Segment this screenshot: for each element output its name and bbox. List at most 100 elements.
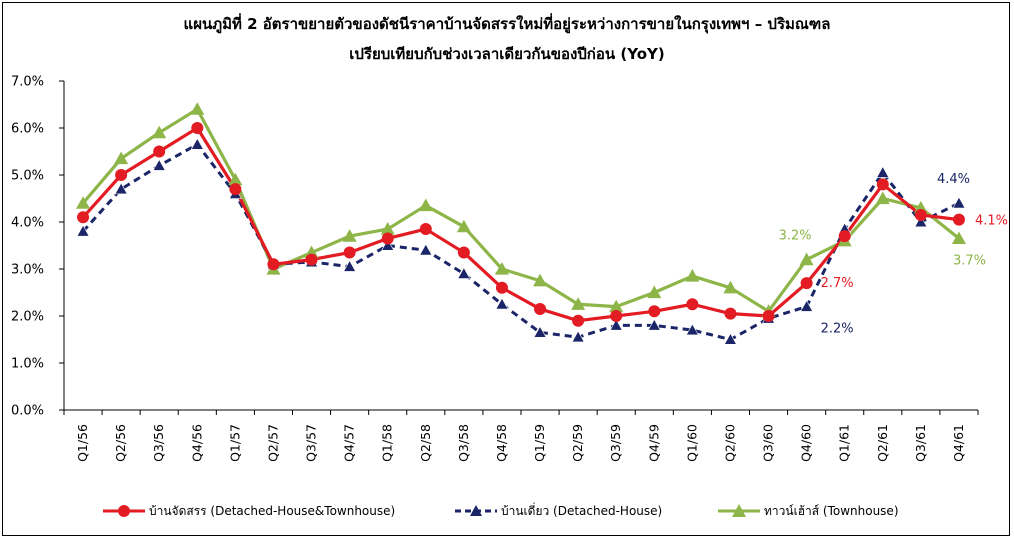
data-point <box>456 219 471 233</box>
chart-labels: 3.2% 2.7% 2.2% 4.4% 4.1% 3.7% <box>779 172 1008 336</box>
data-point <box>419 243 433 256</box>
chart-title: แผนภูมิที่ 2 อัตราขยายตัวของดัชนีราคาบ้า… <box>183 15 831 33</box>
data-point <box>419 223 432 236</box>
legend-label: บ้านจัดสรร (Detached-House&Townhouse) <box>149 503 396 518</box>
data-point <box>76 224 90 237</box>
x-tick-label: Q1/60 <box>684 424 699 462</box>
data-point <box>723 280 738 294</box>
y-tick-label: 2.0% <box>11 310 44 325</box>
data-point <box>648 305 661 318</box>
series-line-0 <box>81 126 960 323</box>
data-point <box>951 231 966 245</box>
x-tick-label: Q3/56 <box>151 424 166 462</box>
data-point <box>914 208 927 221</box>
x-tick-label: Q2/59 <box>570 424 585 462</box>
legend-label: ทาวน์เฮ้าส์ (Townhouse) <box>764 503 899 518</box>
chart-legend: บ้านจัดสรร (Detached-House&Townhouse) บ้… <box>0 501 1014 521</box>
y-tick-label: 0.0% <box>11 404 44 419</box>
legend-swatch-red <box>103 505 145 517</box>
x-tick-label: Q2/61 <box>875 424 890 462</box>
data-point <box>152 125 167 139</box>
data-point <box>267 258 280 271</box>
y-tick-label: 3.0% <box>11 263 44 278</box>
data-point <box>876 178 889 191</box>
data-label: 3.2% <box>779 229 812 244</box>
data-point <box>800 277 813 290</box>
data-point <box>609 318 623 331</box>
data-point <box>647 318 661 331</box>
data-point <box>723 332 737 345</box>
x-tick-label: Q3/58 <box>456 424 471 462</box>
data-point <box>876 166 890 178</box>
data-point <box>457 246 470 259</box>
data-point <box>457 267 471 279</box>
chart-subtitle: เปรียบเทียบกับช่วงเวลาเดียวกันของปีก่อน … <box>349 45 665 63</box>
data-point <box>685 323 699 336</box>
y-tick-label: 7.0% <box>11 75 44 90</box>
data-point <box>762 310 775 322</box>
data-point <box>494 262 509 275</box>
x-tick-label: Q4/61 <box>951 424 966 462</box>
data-point <box>380 222 395 235</box>
series-line-2 <box>81 107 960 313</box>
data-point <box>229 183 242 196</box>
data-point <box>533 325 547 338</box>
data-point <box>381 232 394 245</box>
data-point <box>609 299 624 313</box>
data-point <box>534 302 547 315</box>
data-label: 4.1% <box>975 214 1008 229</box>
data-point <box>495 297 509 310</box>
data-label: 2.7% <box>821 276 854 291</box>
x-tick-label: Q3/59 <box>608 424 623 462</box>
chart-lines <box>81 107 960 341</box>
data-point <box>153 145 166 158</box>
x-tick-label: Q1/59 <box>532 424 547 462</box>
chart-markers <box>76 102 966 345</box>
data-point <box>952 213 965 226</box>
data-point <box>191 122 204 134</box>
data-point <box>571 330 585 343</box>
data-point <box>799 252 814 266</box>
data-label: 4.4% <box>937 172 970 187</box>
x-tick-label: Q1/56 <box>75 424 90 462</box>
data-point <box>114 182 128 195</box>
y-tick-label: 6.0% <box>11 122 44 137</box>
y-tick-label: 4.0% <box>11 216 44 231</box>
data-point <box>152 158 166 171</box>
data-point <box>610 310 623 322</box>
x-tick-label: Q3/60 <box>761 424 776 462</box>
x-tick-label: Q2/57 <box>265 424 280 462</box>
legend-swatch-navy <box>455 505 497 516</box>
data-point <box>342 229 357 242</box>
data-point <box>800 299 814 312</box>
data-point <box>952 196 966 209</box>
data-point <box>647 285 662 299</box>
legend-swatch-green <box>718 504 760 517</box>
data-label: 3.7% <box>953 253 986 268</box>
data-point <box>495 281 508 294</box>
data-point <box>114 151 129 165</box>
x-tick-label: Q1/61 <box>837 424 852 462</box>
data-point <box>875 191 890 205</box>
data-point <box>381 238 395 251</box>
x-tick-label: Q4/57 <box>342 424 357 462</box>
data-point <box>533 273 548 287</box>
data-point <box>190 137 204 150</box>
data-point <box>77 211 90 224</box>
legend-item-detached: บ้านเดี่ยว (Detached-House) <box>455 501 662 521</box>
x-tick-label: Q2/60 <box>722 424 737 462</box>
x-tick-label: Q4/58 <box>494 424 509 462</box>
series-line-1 <box>81 142 960 341</box>
x-tick-label: Q1/57 <box>227 424 242 462</box>
data-label: 2.2% <box>821 322 854 337</box>
data-point <box>724 307 737 320</box>
data-point <box>190 102 205 115</box>
x-tick-label: Q2/56 <box>113 424 128 462</box>
x-tick-label: Q4/59 <box>646 424 661 462</box>
data-point <box>572 314 585 327</box>
data-point <box>76 196 91 209</box>
x-tick-label: Q3/57 <box>304 424 319 462</box>
data-point <box>305 253 318 266</box>
x-tick-label: Q4/56 <box>189 424 204 462</box>
